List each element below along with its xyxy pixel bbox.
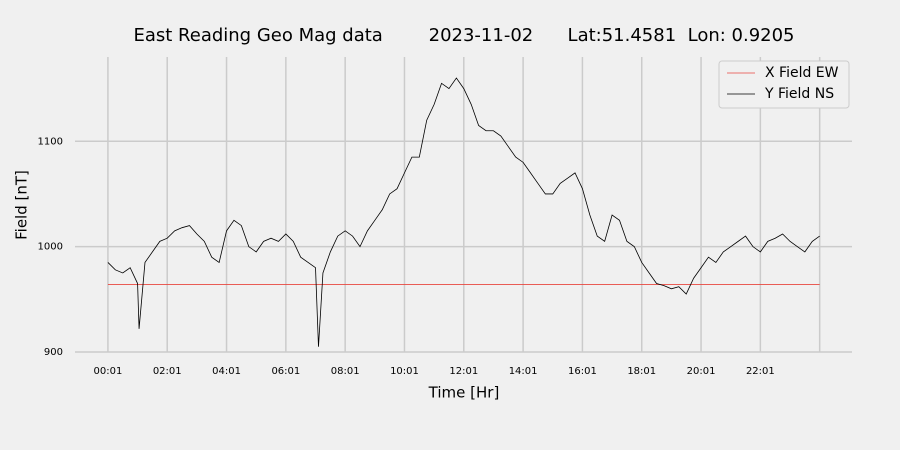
x-tick-label: 10:01 xyxy=(390,366,419,377)
x-tick-label: 04:01 xyxy=(212,366,241,377)
y-tick-label: 1100 xyxy=(38,136,63,147)
x-tick-label: 00:01 xyxy=(94,366,123,377)
x-tick-label: 08:01 xyxy=(331,366,360,377)
x-tick-label: 20:01 xyxy=(687,366,716,377)
x-tick-label: 02:01 xyxy=(153,366,182,377)
x-tick-label: 14:01 xyxy=(509,366,538,377)
x-tick-label: 22:01 xyxy=(746,366,775,377)
data-line xyxy=(107,77,820,347)
y-axis-label: Field [nT] xyxy=(13,170,31,240)
x-tick-label: 06:01 xyxy=(271,366,300,377)
chart-title: East Reading Geo Mag data 2023-11-02 Lat… xyxy=(133,25,794,46)
x-axis-label: Time [Hr] xyxy=(428,384,500,402)
x-tick-label: 16:01 xyxy=(568,366,597,377)
y-tick-label: 1000 xyxy=(38,242,63,253)
legend-label: X Field EW xyxy=(765,65,839,81)
legend-label: Y Field NS xyxy=(764,86,834,102)
x-tick-label: 12:01 xyxy=(449,366,478,377)
x-tick-label: 18:01 xyxy=(627,366,656,377)
y-tick-label: 900 xyxy=(44,347,63,358)
